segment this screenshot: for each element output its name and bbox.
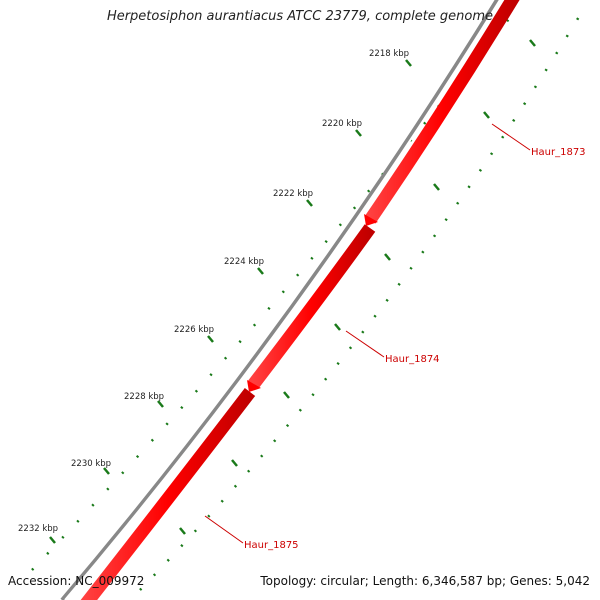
backbone-highlight [64, 0, 502, 600]
tick-label: 2228 kbp [124, 392, 164, 402]
gene-haur-1874[interactable] [247, 224, 376, 389]
tick-label: 2232 kbp [18, 524, 58, 534]
gene-leaders [204, 123, 531, 544]
tick-label: 2222 kbp [273, 189, 313, 199]
tick-label: 2218 kbp [369, 49, 409, 59]
tick-labels: 2218 kbp 2220 kbp 2222 kbp 2224 kbp 2226… [18, 49, 409, 534]
gene-haur-1875[interactable] [80, 388, 256, 600]
inner-major-ticks [179, 39, 536, 535]
gene-haur-1873[interactable] [364, 0, 520, 224]
major-ticks [49, 59, 412, 544]
map-title: Herpetosiphon aurantiacus ATCC 23779, co… [106, 9, 494, 24]
gene-arrowhead-1873 [364, 214, 378, 226]
genome-summary: Topology: circular; Length: 6,346,587 bp… [260, 574, 590, 588]
genome-backbone [60, 0, 500, 600]
tick-label: 2220 kbp [322, 119, 362, 129]
tick-label: 2230 kbp [71, 459, 111, 469]
gene-label-haur-1874[interactable]: Haur_1874 [385, 354, 440, 365]
scale-ring [31, 4, 521, 571]
tick-label: 2226 kbp [174, 325, 214, 335]
accession-label: Accession: NC_009972 [8, 574, 145, 588]
gene-arrowhead-1874 [247, 380, 261, 392]
tick-label: 2224 kbp [224, 257, 264, 267]
inner-scale-ring [139, 14, 582, 591]
gene-label-haur-1875[interactable]: Haur_1875 [244, 540, 299, 551]
gene-label-haur-1873[interactable]: Haur_1873 [531, 147, 586, 158]
